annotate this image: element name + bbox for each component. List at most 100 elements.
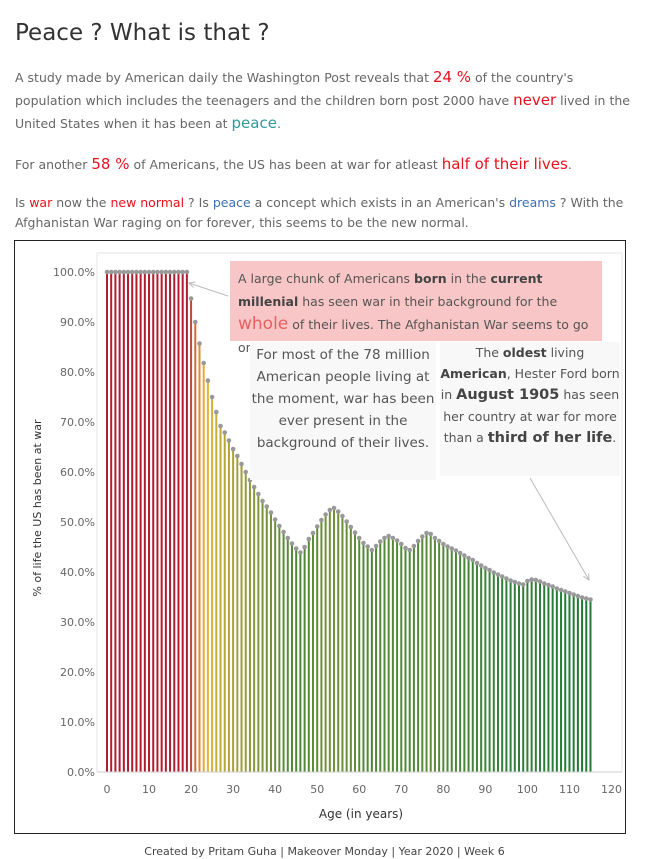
marker-age-97 — [512, 579, 518, 585]
bar-age-90 — [484, 568, 487, 772]
marker-age-52 — [323, 512, 328, 517]
y-axis-label: % of life the US has been at war — [31, 419, 44, 597]
bar-age-10 — [148, 272, 151, 772]
marker-age-74 — [415, 538, 421, 544]
bar-age-98 — [518, 583, 521, 772]
marker-age-114 — [583, 596, 589, 601]
marker-age-89 — [478, 563, 484, 568]
bar-age-113 — [581, 597, 584, 772]
x-tick-label: 40 — [268, 783, 282, 796]
bar-age-70 — [400, 544, 403, 772]
marker-age-28 — [222, 430, 228, 435]
highlight-half-lives: half of their lives — [441, 155, 568, 173]
bar-age-78 — [433, 538, 436, 772]
marker-age-104 — [541, 581, 547, 586]
bar-age-68 — [391, 538, 394, 772]
highlight-war: war — [29, 195, 53, 210]
bar-age-51 — [320, 520, 323, 772]
marker-age-8 — [138, 269, 143, 275]
bar-age-56 — [341, 516, 344, 772]
stat-24-percent: 24 % — [432, 68, 472, 86]
marker-age-67 — [386, 533, 391, 539]
y-tick-label: 20.0% — [60, 666, 95, 679]
intro-paragraph-1: A study made by American daily the Washi… — [15, 68, 630, 132]
marker-age-110 — [567, 590, 572, 596]
bar-age-96 — [509, 580, 512, 772]
marker-age-115 — [588, 597, 593, 602]
marker-age-26 — [214, 409, 219, 415]
bar-age-97 — [513, 582, 516, 772]
marker-age-36 — [256, 491, 261, 497]
marker-age-13 — [159, 269, 164, 275]
marker-age-29 — [226, 438, 232, 443]
bar-age-92 — [492, 572, 495, 772]
bar-age-61 — [362, 543, 365, 772]
bar-age-13 — [160, 272, 163, 772]
bar-age-52 — [324, 514, 327, 772]
marker-age-31 — [235, 453, 240, 459]
marker-age-59 — [352, 530, 358, 535]
bar-age-88 — [475, 563, 478, 772]
marker-age-11 — [150, 269, 156, 275]
bar-age-9 — [143, 272, 146, 772]
bar-age-79 — [438, 541, 441, 772]
marker-age-12 — [155, 269, 160, 275]
marker-age-22 — [197, 341, 202, 346]
bar-age-40 — [274, 519, 277, 772]
marker-age-100 — [525, 578, 530, 584]
bar-age-41 — [278, 526, 281, 772]
bar-age-7 — [135, 272, 138, 772]
highlight-never: never — [513, 91, 557, 109]
y-tick-label: 10.0% — [60, 716, 95, 729]
bar-age-67 — [387, 536, 390, 772]
bar-age-74 — [417, 541, 420, 772]
marker-age-23 — [201, 360, 206, 366]
marker-age-37 — [260, 498, 265, 504]
bar-age-83 — [454, 550, 457, 772]
bar-age-26 — [215, 412, 218, 772]
bar-age-25 — [211, 397, 214, 772]
marker-age-55 — [335, 509, 341, 514]
marker-age-48 — [306, 536, 312, 542]
marker-age-64 — [373, 543, 379, 549]
marker-age-1 — [108, 269, 114, 275]
marker-age-24 — [205, 378, 211, 383]
bar-age-103 — [539, 581, 542, 772]
marker-age-81 — [445, 544, 450, 549]
marker-age-76 — [424, 530, 429, 536]
marker-age-71 — [403, 545, 408, 551]
marker-age-91 — [487, 567, 492, 573]
bar-age-110 — [568, 593, 571, 772]
marker-age-111 — [571, 592, 576, 597]
marker-age-68 — [390, 535, 396, 541]
highlight-peace-2: peace — [212, 195, 251, 210]
marker-age-65 — [377, 539, 383, 544]
bar-age-20 — [190, 298, 193, 772]
bar-age-77 — [429, 534, 432, 772]
bar-age-28 — [223, 432, 226, 772]
marker-age-4 — [121, 269, 127, 275]
bar-age-31 — [236, 456, 239, 772]
bar-age-11 — [152, 272, 155, 772]
bar-age-100 — [526, 581, 529, 772]
marker-age-60 — [356, 535, 362, 541]
x-tick-label: 110 — [559, 783, 580, 796]
marker-age-46 — [298, 550, 303, 555]
marker-age-40 — [272, 517, 278, 522]
x-tick-label: 50 — [310, 783, 324, 796]
marker-age-93 — [495, 572, 501, 577]
bar-age-107 — [555, 588, 558, 772]
bar-age-21 — [194, 322, 197, 772]
bar-age-43 — [286, 538, 289, 772]
marker-age-70 — [398, 541, 404, 547]
bar-age-76 — [425, 533, 428, 772]
bar-age-37 — [261, 501, 264, 772]
marker-age-84 — [457, 550, 463, 556]
marker-age-106 — [550, 584, 555, 589]
bar-age-53 — [328, 510, 331, 772]
marker-age-99 — [520, 582, 526, 587]
marker-age-79 — [436, 538, 442, 544]
bar-age-22 — [198, 343, 201, 772]
bar-age-54 — [333, 508, 336, 772]
bar-age-44 — [290, 543, 293, 772]
